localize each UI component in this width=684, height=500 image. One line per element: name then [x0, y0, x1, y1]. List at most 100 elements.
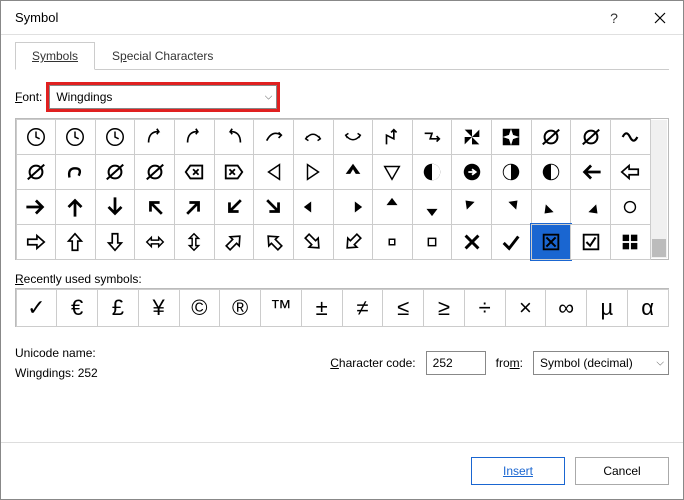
font-highlight-box: Wingdings ⌵ [46, 82, 280, 112]
glyph-arr-dl-bb[interactable] [531, 189, 572, 225]
glyph-clock[interactable] [95, 119, 136, 155]
glyph-arr-d-out[interactable] [95, 224, 136, 260]
glyph-arr3d-u[interactable] [333, 154, 374, 190]
from-dropdown[interactable]: Symbol (decimal) ⌵ [533, 351, 669, 375]
glyph-arr-r-out[interactable] [16, 224, 57, 260]
recent-glyph[interactable]: ™ [260, 289, 302, 327]
recent-glyph[interactable]: ✓ [16, 289, 58, 327]
glyph-curl[interactable] [55, 154, 96, 190]
insert-button[interactable]: Insert [471, 457, 565, 485]
scrollbar-thumb[interactable] [652, 239, 666, 257]
glyph-arr-curve-lr[interactable] [293, 119, 334, 155]
recent-glyph[interactable]: ≤ [382, 289, 424, 327]
glyph-strike-o3[interactable] [16, 154, 57, 190]
tab-symbols[interactable]: Symbols [15, 42, 95, 70]
glyph-tri-r[interactable] [293, 154, 334, 190]
glyph-arr-r-b[interactable] [16, 189, 57, 225]
glyph-check[interactable] [491, 224, 532, 260]
unicode-name-label: Unicode name: [15, 343, 320, 363]
from-label: from: [496, 356, 523, 370]
glyph-arr-u-b[interactable] [55, 189, 96, 225]
glyph-arr-ul-b[interactable] [134, 189, 175, 225]
glyph-x-mark[interactable] [451, 224, 492, 260]
glyph-sq-sm[interactable] [372, 224, 413, 260]
glyph-arr-swoop-l[interactable] [214, 119, 255, 155]
recent-glyph[interactable]: £ [97, 289, 139, 327]
glyph-arr-curve-r[interactable] [253, 119, 294, 155]
tab-special-characters[interactable]: Special Characters [95, 42, 230, 70]
character-code-input[interactable]: 252 [426, 351, 486, 375]
recent-glyph[interactable]: α [627, 289, 669, 327]
recent-glyph[interactable]: € [56, 289, 98, 327]
glyph-arr-ur-bb[interactable] [491, 189, 532, 225]
glyph-strike-o5[interactable] [134, 154, 175, 190]
titlebar: Symbol ? [1, 1, 683, 35]
recent-glyph[interactable]: © [179, 289, 221, 327]
glyph-arr-d-bb[interactable] [412, 189, 453, 225]
glyph-head-l[interactable] [491, 154, 532, 190]
glyph-arr-l-out[interactable] [610, 189, 651, 225]
glyph-arr-ur-b[interactable] [174, 189, 215, 225]
glyph-x-box[interactable] [531, 224, 572, 260]
glyph-tri-d[interactable] [372, 154, 413, 190]
glyph-arr-ur-out[interactable] [214, 224, 255, 260]
glyph-strike-o[interactable] [531, 119, 572, 155]
glyph-sq-sm2[interactable] [412, 224, 453, 260]
glyph-arr-dr-b[interactable] [253, 189, 294, 225]
glyph-arr-u-out[interactable] [55, 224, 96, 260]
glyph-arr-ud-out[interactable] [174, 224, 215, 260]
glyph-strike-o2[interactable] [570, 119, 611, 155]
glyph-arr-swoop-r[interactable] [134, 119, 175, 155]
glyph-circ-half[interactable] [412, 154, 453, 190]
unicode-name-value: Wingdings: 252 [15, 363, 320, 383]
recent-glyph[interactable]: ® [219, 289, 261, 327]
glyph-strike-o4[interactable] [95, 154, 136, 190]
chevron-down-icon: ⌵ [656, 358, 664, 369]
glyph-arr-ul-bb[interactable] [451, 189, 492, 225]
glyph-arr-l-b[interactable] [570, 154, 611, 190]
glyph-arr-ul-out[interactable] [253, 224, 294, 260]
recent-glyph[interactable]: ≠ [342, 289, 384, 327]
close-button[interactable] [637, 1, 683, 35]
glyph-arr-swoop-r[interactable] [174, 119, 215, 155]
cancel-button[interactable]: Cancel [575, 457, 669, 485]
glyph-arr-lr-out[interactable] [134, 224, 175, 260]
recent-glyph[interactable]: ≥ [423, 289, 465, 327]
font-row: Font: Wingdings ⌵ [15, 82, 669, 112]
recent-glyph[interactable]: ∞ [545, 289, 587, 327]
help-button[interactable]: ? [591, 1, 637, 35]
glyph-arr-dl-out[interactable] [333, 224, 374, 260]
recent-glyph[interactable]: µ [586, 289, 628, 327]
glyph-win-logo[interactable] [610, 224, 651, 260]
glyph-arr-u-bb[interactable] [372, 189, 413, 225]
glyph-arr-zig-r[interactable] [412, 119, 453, 155]
glyph-star4[interactable] [491, 119, 532, 155]
glyph-arr-curve-lr2[interactable] [333, 119, 374, 155]
recent-glyph[interactable]: × [505, 289, 547, 327]
glyph-arr-zig-u[interactable] [372, 119, 413, 155]
glyph-arr-dl-b[interactable] [214, 189, 255, 225]
font-value: Wingdings [56, 90, 112, 104]
recently-used-grid: ✓€£¥©®™±≠≤≥÷×∞µα [15, 288, 669, 327]
glyph-arr-dr-bb[interactable] [570, 189, 611, 225]
glyph-clock[interactable] [16, 119, 57, 155]
glyph-clock[interactable] [55, 119, 96, 155]
glyph-tri-l[interactable] [253, 154, 294, 190]
recent-glyph[interactable]: ¥ [138, 289, 180, 327]
glyph-arr-l-o[interactable] [610, 154, 651, 190]
glyph-head-r[interactable] [531, 154, 572, 190]
glyph-circ-arrow[interactable] [451, 154, 492, 190]
recent-glyph[interactable]: ÷ [464, 289, 506, 327]
glyph-arr-l-bb[interactable] [293, 189, 334, 225]
glyph-arr-d-b[interactable] [95, 189, 136, 225]
scrollbar[interactable] [651, 120, 667, 258]
glyph-pinwheel[interactable] [451, 119, 492, 155]
font-dropdown[interactable]: Wingdings ⌵ [49, 85, 277, 109]
recent-glyph[interactable]: ± [301, 289, 343, 327]
glyph-arr-r-bb[interactable] [333, 189, 374, 225]
glyph-del-box-r[interactable] [214, 154, 255, 190]
glyph-curve-sym[interactable] [610, 119, 651, 155]
glyph-check-box[interactable] [570, 224, 611, 260]
glyph-arr-dr-out[interactable] [293, 224, 334, 260]
glyph-del-box[interactable] [174, 154, 215, 190]
